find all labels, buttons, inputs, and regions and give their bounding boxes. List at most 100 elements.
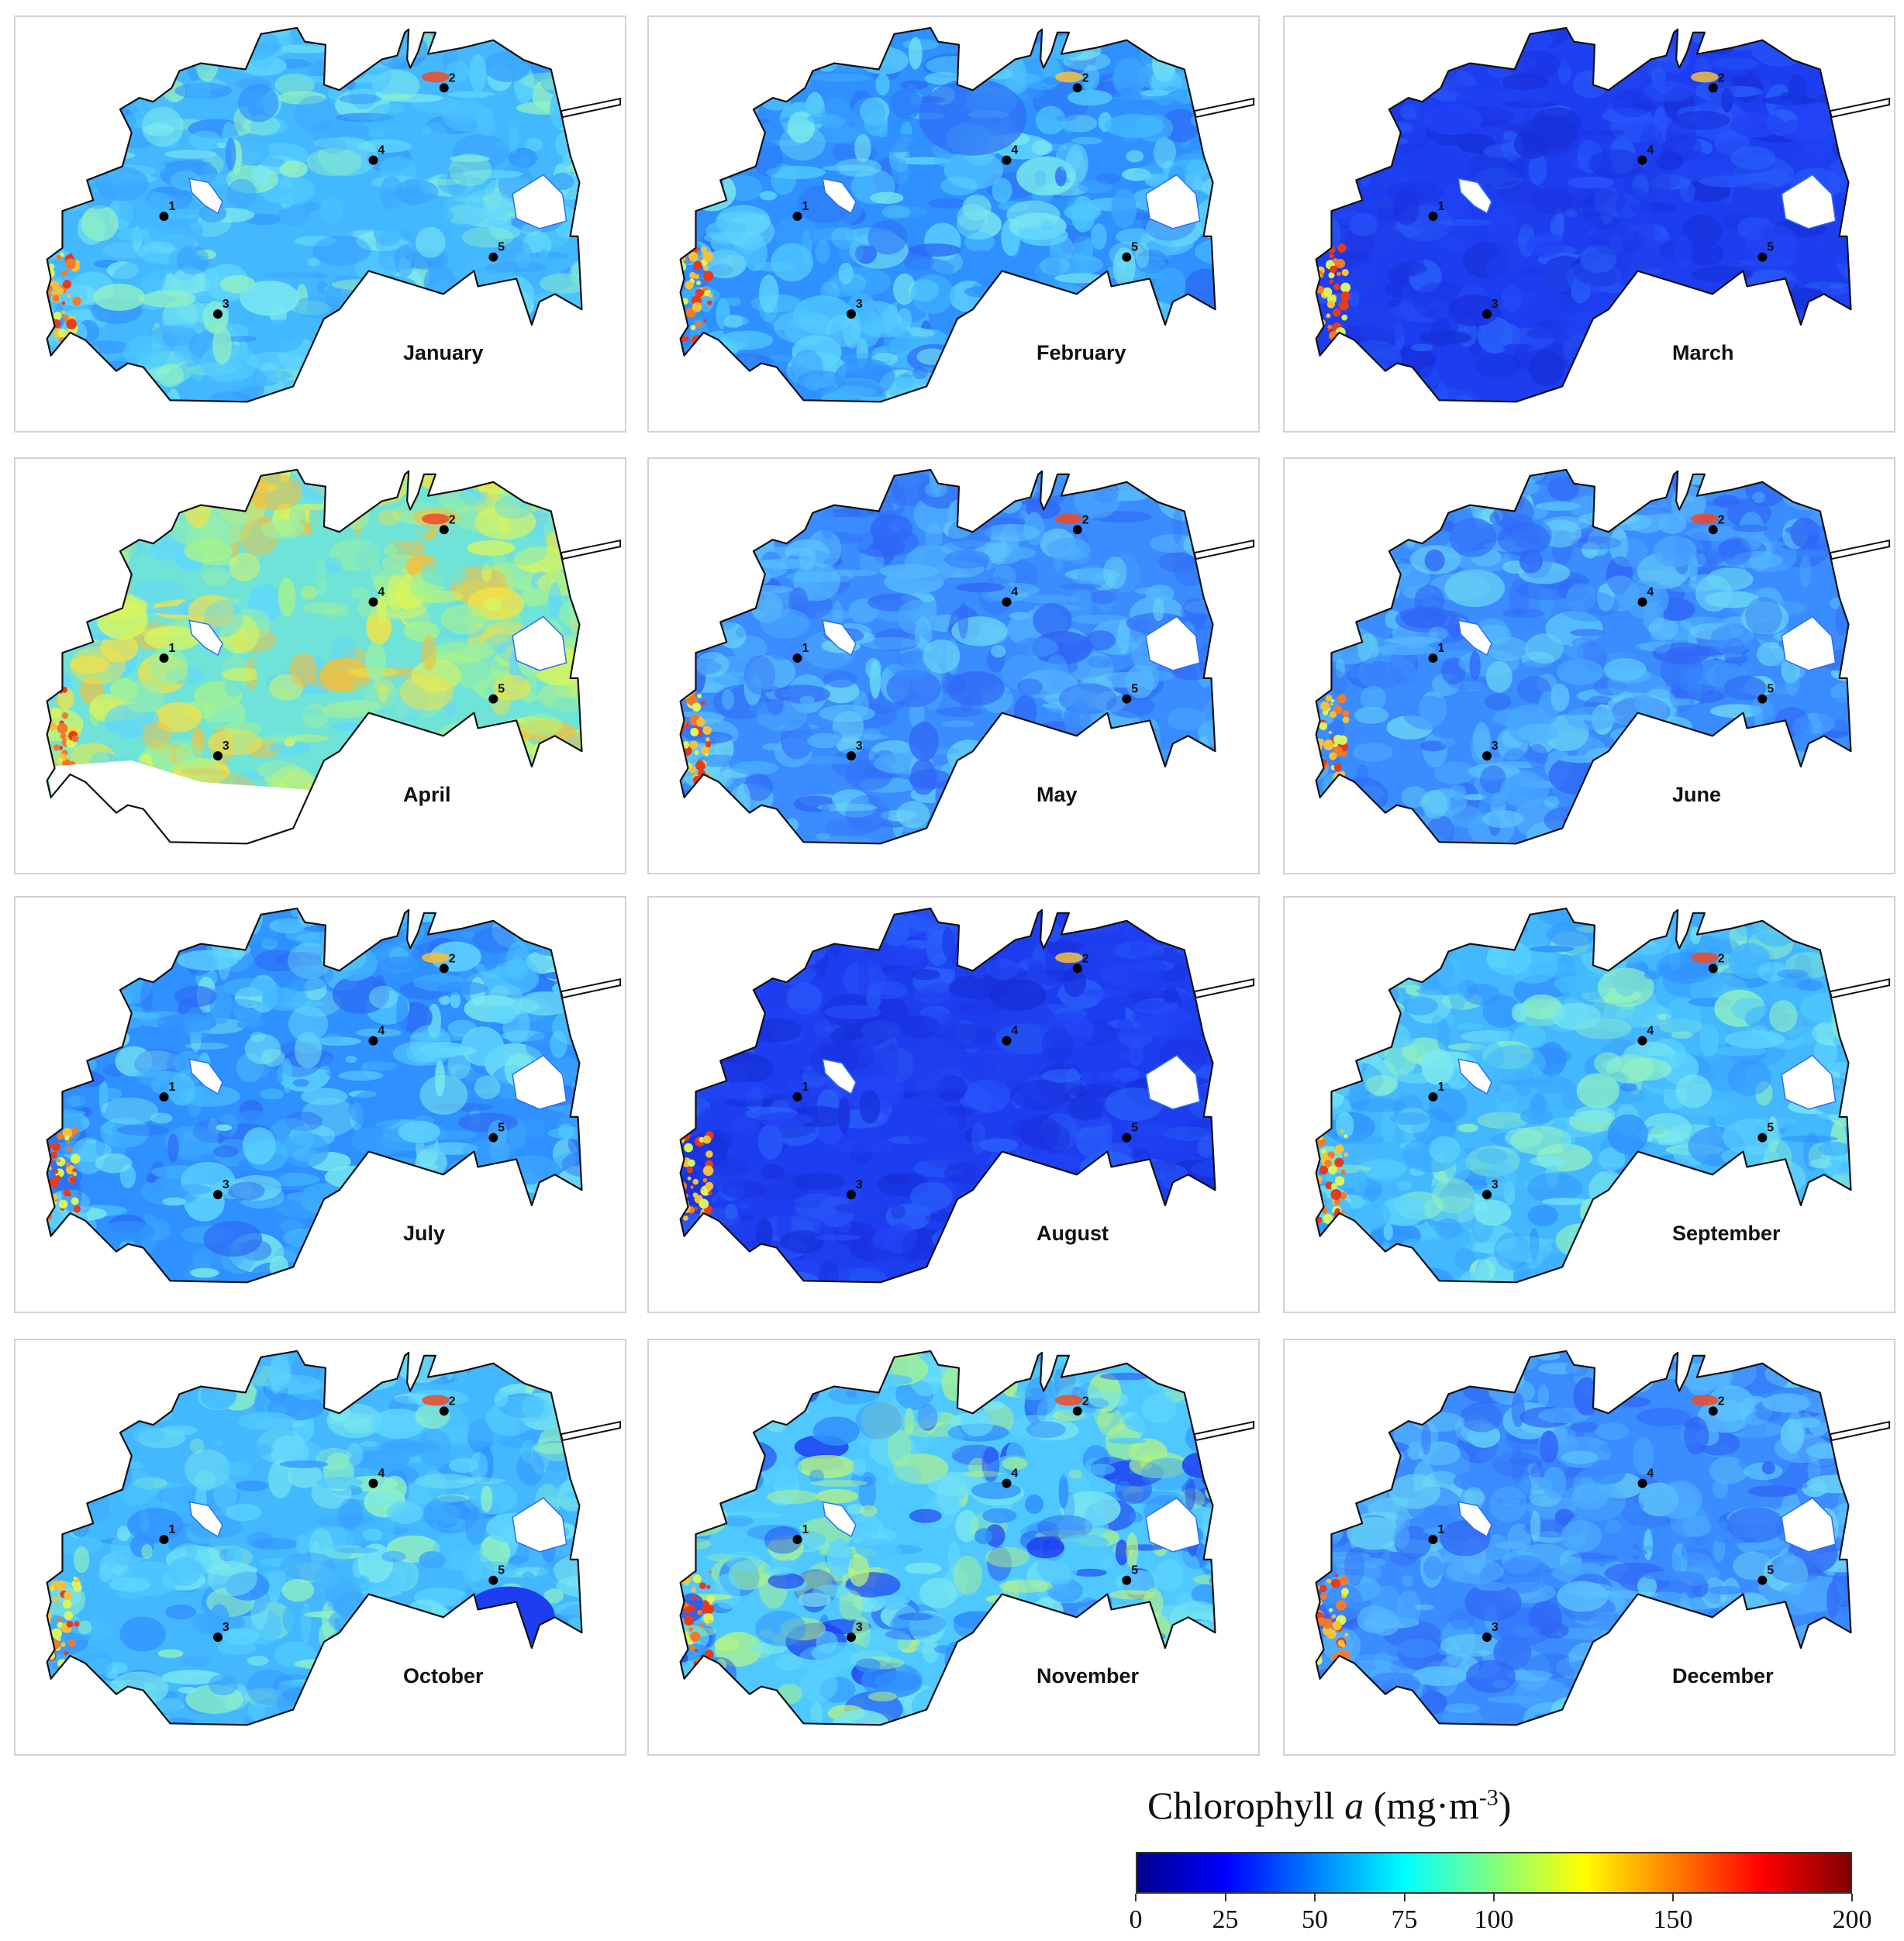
lake-outline (679, 907, 1216, 1284)
island (1457, 178, 1492, 215)
sampling-point-label: 4 (378, 144, 385, 157)
sampling-point-3 (213, 1190, 222, 1200)
sampling-point-label: 3 (856, 1621, 863, 1634)
sampling-point-label: 2 (1718, 1395, 1725, 1408)
island (188, 619, 223, 657)
sampling-point-label: 2 (449, 513, 456, 526)
sampling-point-label: 5 (498, 241, 505, 254)
lake-outline (46, 1350, 583, 1726)
sampling-point-label: 3 (1492, 1178, 1499, 1191)
sampling-point-4 (1002, 597, 1012, 607)
sampling-point-4 (1637, 1036, 1647, 1046)
sampling-point-label: 4 (1647, 586, 1654, 599)
sampling-point-label: 5 (1767, 1122, 1774, 1135)
month-label: August (1037, 1222, 1109, 1245)
sampling-point-1 (159, 1535, 169, 1545)
sampling-point-1 (792, 1535, 802, 1545)
sampling-point-label: 5 (498, 1564, 505, 1577)
sampling-point-label: 1 (168, 200, 175, 213)
east-bay-island (512, 615, 567, 671)
east-bay-island (1145, 1497, 1201, 1553)
sampling-point-label: 3 (1492, 298, 1499, 311)
sampling-point-label: 1 (168, 642, 175, 655)
sampling-point-1 (1428, 212, 1438, 222)
sampling-point-2 (1072, 964, 1082, 974)
colorbar-tick (1672, 1894, 1674, 1901)
sampling-point-4 (1002, 1478, 1012, 1488)
month-label: October (403, 1664, 484, 1688)
east-bay-island (1781, 615, 1837, 671)
sampling-point-1 (1428, 1535, 1438, 1545)
map-panel-march: 1 2 3 4 5 March (1283, 16, 1895, 433)
colorbar-tick (1403, 1894, 1406, 1901)
east-bay-island (1145, 1054, 1201, 1110)
sampling-point-4 (1002, 155, 1012, 165)
sampling-point-5 (1122, 1133, 1132, 1143)
sampling-point-1 (159, 212, 169, 222)
map-panel-april: 1 2 3 4 5 April (14, 457, 626, 874)
channel (560, 539, 622, 560)
colorbar-tick (1851, 1894, 1853, 1901)
chlorophyll-map: 1 2 3 4 5 (46, 26, 622, 403)
sampling-point-label: 5 (1131, 241, 1138, 254)
colorbar-tick-label: 50 (1302, 1905, 1328, 1934)
sampling-point-1 (792, 1092, 802, 1102)
channel (560, 1420, 622, 1442)
sampling-point-4 (1002, 1036, 1012, 1046)
map-panel-may: 1 2 3 4 5 May (647, 457, 1260, 874)
month-label: January (403, 341, 484, 364)
sampling-point-5 (1757, 694, 1768, 704)
map-panel-july: 1 2 3 4 5 July (14, 896, 626, 1313)
sampling-point-1 (792, 212, 802, 222)
month-label: February (1037, 341, 1126, 364)
sampling-point-label: 4 (378, 586, 385, 599)
sampling-point-label: 4 (1647, 1025, 1654, 1038)
colorbar-tick-label: 100 (1474, 1905, 1514, 1934)
east-bay-island (1145, 174, 1201, 229)
sampling-point-label: 5 (498, 683, 505, 696)
sampling-point-4 (368, 597, 378, 607)
sampling-point-label: 4 (1647, 144, 1654, 157)
colorbar-tick-label: 75 (1391, 1905, 1418, 1934)
map-panel-september: 1 2 3 4 5 September (1283, 896, 1895, 1313)
east-bay-island (512, 1497, 567, 1553)
sampling-point-label: 1 (1437, 642, 1444, 655)
sampling-point-5 (488, 1133, 498, 1143)
sampling-point-label: 1 (1437, 200, 1444, 213)
sampling-point-label: 1 (168, 1081, 175, 1094)
sampling-point-5 (1122, 694, 1132, 704)
sampling-point-label: 2 (449, 1395, 456, 1408)
sampling-point-label: 2 (1718, 952, 1725, 965)
month-label: April (403, 783, 451, 806)
chlorophyll-map: 1 2 3 4 5 (1315, 907, 1891, 1284)
chlorophyll-map: 1 2 3 4 5 (46, 907, 622, 1284)
lake-outline (679, 26, 1216, 403)
sampling-point-label: 1 (168, 1523, 175, 1536)
sampling-point-2 (1708, 83, 1718, 93)
month-label: May (1037, 783, 1078, 806)
sampling-point-label: 3 (1492, 1621, 1499, 1634)
chlorophyll-map: 1 2 3 4 5 (1315, 1350, 1891, 1726)
sampling-point-1 (1428, 1092, 1438, 1102)
sampling-point-2 (1708, 525, 1718, 535)
sampling-point-label: 1 (802, 1523, 809, 1536)
east-bay-island (512, 1054, 567, 1110)
sampling-point-3 (213, 309, 222, 319)
chlorophyll-map: 1 2 3 4 5 (46, 1350, 622, 1726)
sampling-point-label: 3 (856, 298, 863, 311)
month-label: September (1672, 1222, 1781, 1245)
sampling-point-3 (847, 751, 856, 761)
sampling-point-4 (368, 155, 378, 165)
sampling-point-label: 4 (1011, 1467, 1018, 1481)
sampling-point-label: 1 (802, 642, 809, 655)
lake-outline (1315, 907, 1852, 1284)
channel (560, 97, 622, 119)
sampling-point-3 (847, 1190, 856, 1200)
sampling-point-label: 3 (222, 1178, 229, 1191)
map-panel-june: 1 2 3 4 5 June (1283, 457, 1895, 874)
sampling-point-3 (1482, 751, 1492, 761)
lake-outline (1315, 26, 1852, 403)
sampling-point-5 (1757, 1133, 1768, 1143)
sampling-point-label: 1 (1437, 1523, 1444, 1536)
sampling-point-4 (368, 1036, 378, 1046)
